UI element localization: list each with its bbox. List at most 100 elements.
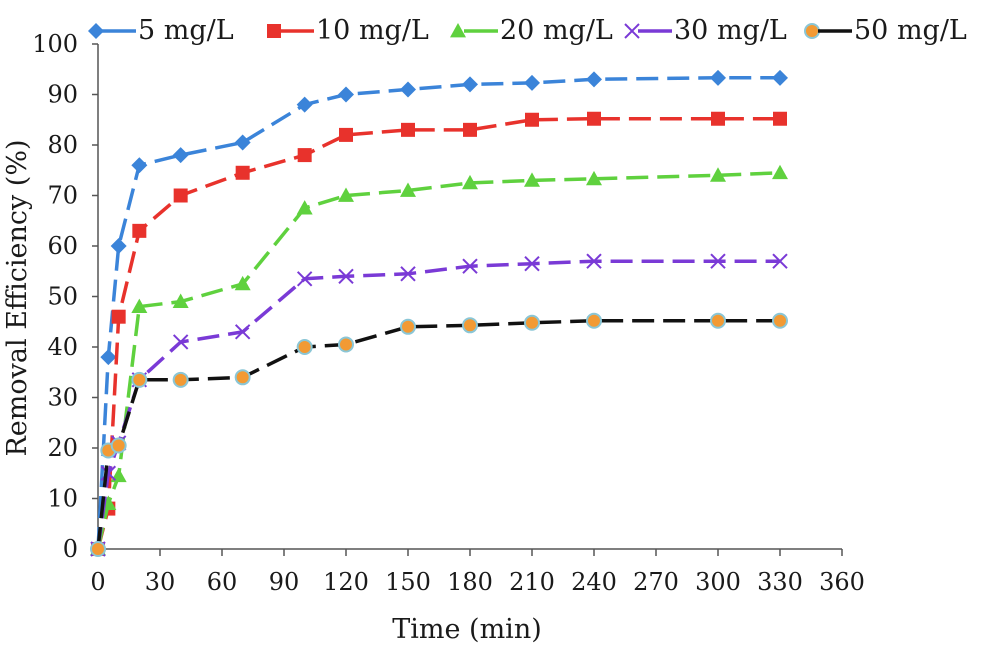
x-tick-label: 300 xyxy=(695,568,741,596)
y-tick-label: 70 xyxy=(47,182,78,210)
data-point xyxy=(462,317,478,334)
data-point xyxy=(234,134,251,151)
marker-stroke xyxy=(100,465,117,481)
data-point xyxy=(524,74,540,91)
y-tick-label: 90 xyxy=(47,81,78,109)
marker-stroke xyxy=(624,23,640,39)
marker-stroke xyxy=(524,255,540,272)
data-point xyxy=(400,182,416,197)
data-point xyxy=(234,324,251,340)
series-line xyxy=(96,76,780,550)
axes: 0 10 20 30 40 50 60 70 80 90 100 0 30 60 90 120 150 180 21… xyxy=(32,30,865,596)
x-axis-title: Time (min) xyxy=(392,614,542,645)
data-point xyxy=(172,293,189,308)
legend-marker xyxy=(624,23,640,39)
data-point xyxy=(710,253,726,269)
x-tick-label: 330 xyxy=(757,568,803,596)
data-point xyxy=(100,465,117,481)
x-tick-label: 120 xyxy=(323,568,369,596)
marker-stroke xyxy=(296,271,313,287)
marker-stroke xyxy=(338,268,354,285)
legend-entry-4: 30 mg/L xyxy=(624,15,787,46)
data-point xyxy=(338,187,354,202)
marker-stroke xyxy=(772,253,788,269)
y-tick-label: 10 xyxy=(47,485,78,513)
x-tick-label: 150 xyxy=(385,568,431,596)
data-point xyxy=(400,266,416,282)
legend-entry-1: 5 mg/L xyxy=(88,15,234,46)
legend-marker xyxy=(804,23,820,39)
x-tick-label: 360 xyxy=(819,568,865,596)
data-point xyxy=(338,336,354,353)
y-tick-label: 80 xyxy=(47,131,78,159)
data-point xyxy=(710,312,726,329)
data-point xyxy=(586,253,602,269)
data-point xyxy=(296,339,313,355)
data-point xyxy=(131,371,148,388)
legend-label: 30 mg/L xyxy=(674,15,787,46)
series-2 xyxy=(91,111,787,556)
data-point xyxy=(710,167,726,182)
y-tick-label: 20 xyxy=(47,434,78,462)
marker-stroke xyxy=(234,324,251,340)
data-point xyxy=(462,76,478,93)
x-tick-label: 210 xyxy=(509,568,555,596)
data-point xyxy=(772,253,788,269)
x-tick-label: 270 xyxy=(633,568,679,596)
data-point xyxy=(586,71,602,88)
data-point xyxy=(100,349,117,366)
data-point xyxy=(297,148,312,163)
data-point xyxy=(90,541,106,557)
marker-stroke xyxy=(172,334,189,350)
data-point xyxy=(132,223,147,238)
data-point xyxy=(235,165,250,180)
data-point xyxy=(463,122,477,137)
data-point xyxy=(296,200,313,215)
legend-entry-3: 20 mg/L xyxy=(450,15,613,46)
data-point xyxy=(773,111,787,126)
legend-marker xyxy=(450,23,466,38)
data-point xyxy=(586,170,602,186)
data-point xyxy=(110,437,127,454)
legend-label: 10 mg/L xyxy=(316,15,429,46)
data-point xyxy=(338,86,354,103)
data-point xyxy=(296,271,313,287)
y-tick-label: 40 xyxy=(47,333,78,361)
data-point xyxy=(400,318,416,335)
data-point xyxy=(131,298,148,313)
data-point xyxy=(462,174,478,190)
marker-stroke xyxy=(586,253,602,269)
data-point xyxy=(296,96,313,113)
series-5 xyxy=(90,312,788,557)
x-tick-label: 30 xyxy=(145,568,176,596)
data-point xyxy=(525,112,539,127)
y-tick-label: 0 xyxy=(63,535,78,563)
data-point xyxy=(400,81,416,98)
y-axis-title: Removal Efficiency (%) xyxy=(2,139,33,456)
data-point xyxy=(587,111,601,126)
data-point xyxy=(173,188,188,203)
series-3 xyxy=(90,164,788,556)
marker-stroke xyxy=(400,266,416,282)
y-tick-label: 50 xyxy=(47,283,78,311)
legend-label: 20 mg/L xyxy=(500,15,613,46)
series-line xyxy=(96,116,780,550)
data-point xyxy=(524,172,540,187)
data-point xyxy=(110,238,127,254)
legend-label: 50 mg/L xyxy=(854,15,967,46)
marker-stroke xyxy=(710,253,726,269)
data-point xyxy=(339,127,353,142)
data-point xyxy=(172,371,189,388)
series-4 xyxy=(90,253,788,557)
series-group xyxy=(90,69,788,557)
series-line xyxy=(96,318,780,550)
data-point xyxy=(772,164,788,180)
x-tick-label: 180 xyxy=(447,568,493,596)
legend-marker xyxy=(88,23,104,39)
series-1 xyxy=(90,69,788,557)
y-tick-label: 30 xyxy=(47,384,78,412)
y-tick-label: 60 xyxy=(47,232,78,260)
data-point xyxy=(338,268,354,285)
